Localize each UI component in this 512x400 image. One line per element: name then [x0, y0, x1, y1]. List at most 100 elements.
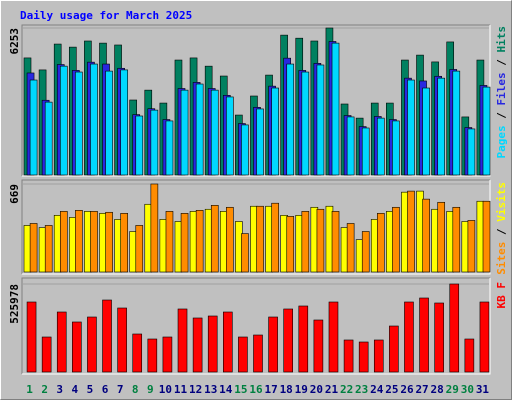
x-tick-label: 2	[41, 383, 48, 396]
x-tick-label: 18	[280, 383, 293, 396]
bar	[147, 338, 158, 373]
legend-entry: Visits	[495, 182, 508, 222]
bar	[452, 70, 461, 176]
x-tick-label: 23	[355, 383, 368, 396]
y-tick-label: 6253	[8, 28, 21, 55]
legend-entry: Pages	[495, 125, 508, 158]
x-tick-label: 4	[72, 383, 79, 396]
bar	[135, 115, 144, 176]
bar	[298, 305, 309, 373]
bar	[223, 311, 233, 373]
bar	[331, 42, 340, 176]
x-tick-label: 6	[102, 383, 109, 396]
bar	[346, 223, 355, 273]
bar	[226, 206, 234, 273]
bar	[87, 316, 97, 373]
bar	[479, 301, 490, 373]
bar	[241, 124, 249, 176]
bar	[165, 120, 174, 176]
x-tick-label: 8	[132, 383, 139, 396]
x-tick-label: 24	[370, 383, 384, 396]
bar	[256, 108, 264, 176]
bar	[195, 210, 204, 273]
x-tick-label: 28	[431, 383, 444, 396]
legend-separator: /	[495, 106, 508, 126]
bar	[464, 338, 475, 373]
chart-title: Daily usage for March 2025	[20, 9, 192, 22]
x-tick-label: 13	[204, 383, 217, 396]
bar	[377, 213, 385, 273]
bar	[105, 211, 113, 273]
bar	[268, 316, 278, 373]
bar	[195, 83, 204, 176]
legend-entry: KB F	[495, 282, 508, 309]
bar	[177, 308, 188, 373]
legend: Pages / Files / Hits	[495, 26, 508, 159]
bar	[467, 220, 476, 273]
bar	[437, 201, 446, 273]
legend-entry: Sites	[495, 242, 508, 275]
bar	[482, 86, 491, 176]
x-tick-label: 1	[26, 383, 33, 396]
bar	[467, 128, 476, 176]
legend-separator: /	[495, 222, 508, 242]
x-tick-label: 25	[385, 383, 398, 396]
bar	[283, 308, 293, 373]
x-tick-label: 11	[174, 383, 188, 396]
bar	[482, 200, 491, 273]
bar	[226, 96, 234, 176]
bar	[328, 301, 339, 373]
bar	[29, 79, 38, 176]
plot-border-dark	[21, 277, 490, 374]
bar	[132, 333, 143, 373]
bar	[207, 315, 218, 373]
bar	[316, 64, 325, 176]
bar	[105, 70, 113, 176]
bar	[41, 336, 52, 373]
x-tick-label: 10	[159, 383, 172, 396]
bar	[286, 63, 295, 176]
bar	[256, 205, 264, 273]
bar	[313, 319, 324, 373]
bar	[59, 211, 68, 273]
bar	[165, 211, 174, 273]
x-tick-label: 29	[446, 383, 459, 396]
bar	[377, 117, 385, 176]
bar	[56, 311, 67, 373]
bar	[135, 225, 144, 273]
bar	[331, 211, 340, 273]
bar	[271, 202, 279, 273]
bar	[75, 210, 83, 273]
bar	[44, 101, 53, 176]
bar	[238, 336, 248, 373]
bar	[192, 317, 203, 373]
x-tick-label: 21	[325, 383, 339, 396]
bar	[392, 120, 400, 176]
bar	[361, 231, 370, 273]
bar	[437, 77, 446, 176]
y-tick-label: 525978	[8, 284, 21, 324]
x-tick-label: 20	[310, 383, 323, 396]
bar	[59, 65, 68, 176]
bar	[210, 89, 219, 176]
legend-entry: Files	[495, 72, 508, 105]
bar	[404, 301, 414, 373]
plot-border-dark	[21, 179, 490, 274]
legend: Sites / Visits	[495, 182, 508, 275]
bar	[434, 302, 444, 373]
bar	[422, 87, 430, 176]
x-tick-label: 3	[56, 383, 63, 396]
plot-border-light	[22, 278, 491, 375]
bar	[150, 183, 159, 273]
bar	[241, 233, 249, 273]
legend-separator: /	[495, 53, 508, 73]
bar	[452, 206, 461, 273]
bar	[253, 334, 263, 373]
bar	[392, 206, 400, 273]
x-tick-label: 15	[234, 383, 247, 396]
bar	[26, 301, 37, 373]
bar	[301, 71, 310, 176]
